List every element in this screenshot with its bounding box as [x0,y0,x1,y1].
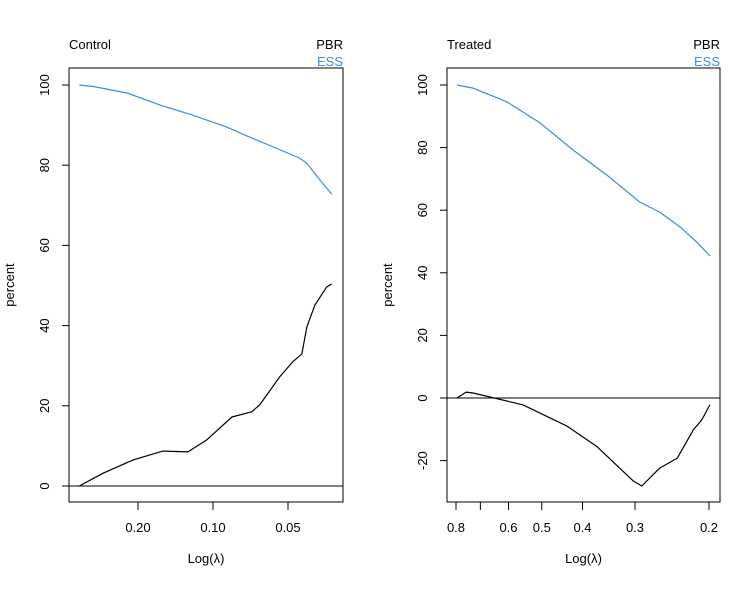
legend-ess: ESS [317,54,343,69]
x-axis-label: Log(λ) [188,551,225,566]
x-tick-label: 0.05 [275,520,300,535]
y-tick-label: 40 [415,266,430,280]
y-tick-label: -20 [415,451,430,470]
panel-title: Control [69,37,111,52]
series-line-pbr [456,391,711,487]
plot-frame [68,67,344,503]
y-axis-label: percent [380,263,395,307]
y-tick-label: 0 [37,482,52,489]
x-tick-label: 0.2 [700,520,718,535]
panel-control: 0 20 40 60 80 100 0.20 0.10 0.05 Log(λ) percent Con… [2,37,344,566]
x-tick-label: 0.5 [533,520,551,535]
panel-title: Treated [447,37,491,52]
panel-treated: -20 0 20 40 60 80 100 0.8 0.6 0.5 0.4 0.3 0.2 Log(λ) p… [380,37,721,566]
y-tick-label: 20 [415,328,430,342]
series-line-pbr [79,283,333,487]
legend-pbr: PBR [693,37,720,52]
series-line-ess [456,84,711,257]
x-axis-label: Log(λ) [565,551,602,566]
y-tick-label: 0 [415,394,430,401]
y-tick-label: 20 [37,399,52,413]
legend-ess: ESS [694,54,720,69]
x-tick-label: 0.6 [499,520,517,535]
y-tick-label: 60 [37,238,52,252]
x-tick-label: 0.3 [626,520,644,535]
plot-frame [446,67,721,503]
x-tick-label: 0.10 [200,520,225,535]
x-tick-label: 0.20 [125,520,150,535]
y-tick-label: 60 [415,203,430,217]
y-tick-label: 40 [37,318,52,332]
y-tick-label: 80 [415,140,430,154]
y-tick-label: 100 [37,74,52,96]
legend-pbr: PBR [316,37,343,52]
y-tick-label: 80 [37,158,52,172]
y-axis-label: percent [2,263,17,307]
y-tick-label: 100 [415,74,430,96]
x-tick-label: 0.4 [573,520,591,535]
series-line-ess [79,84,333,195]
x-tick-label: 0.8 [447,520,465,535]
